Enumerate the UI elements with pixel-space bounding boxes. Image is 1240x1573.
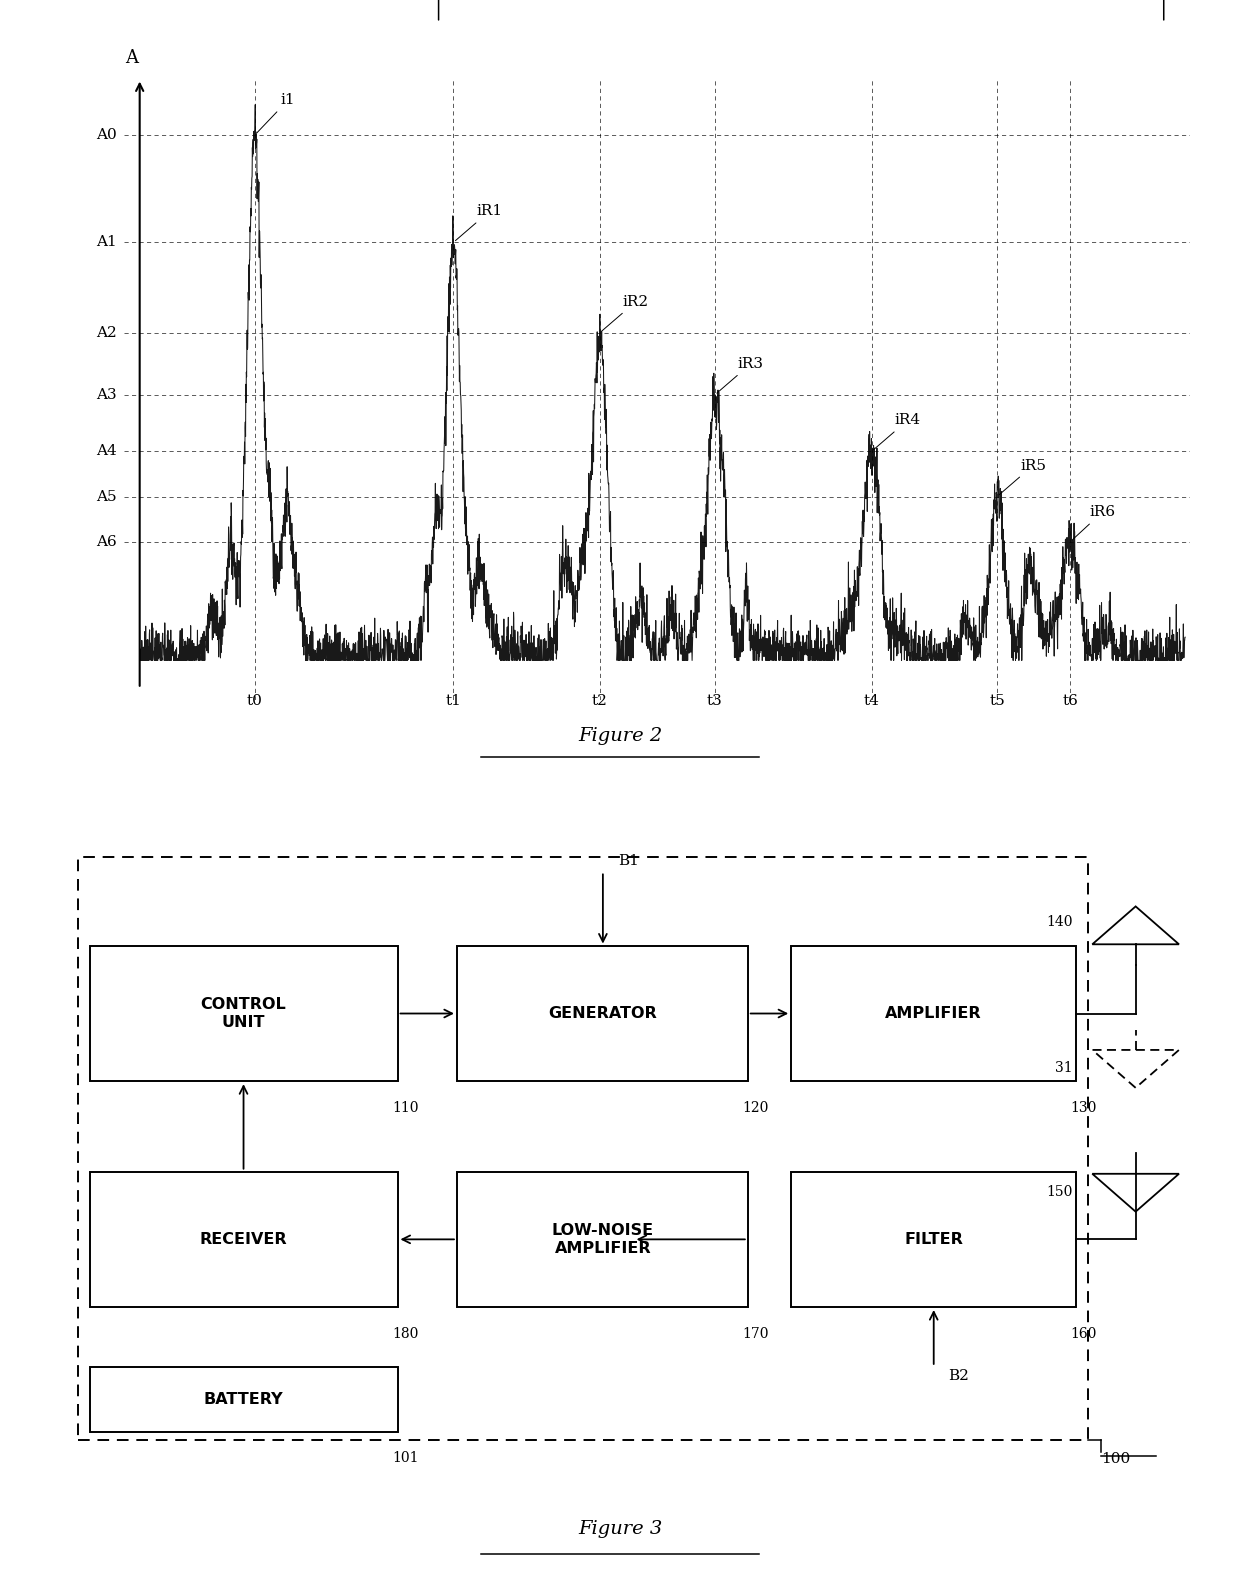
- Bar: [89, 945, 398, 1081]
- Text: A3: A3: [95, 389, 117, 403]
- Text: 120: 120: [743, 1101, 769, 1115]
- Text: 110: 110: [392, 1101, 418, 1115]
- Text: FILTER: FILTER: [904, 1232, 963, 1247]
- Text: A0: A0: [95, 127, 117, 142]
- Text: t5: t5: [990, 694, 1004, 708]
- Text: iR3: iR3: [717, 357, 764, 393]
- Text: iR6: iR6: [1073, 505, 1115, 540]
- Text: Figure 3: Figure 3: [578, 1520, 662, 1538]
- Text: 140: 140: [1047, 915, 1073, 930]
- Text: 31: 31: [1055, 1062, 1073, 1076]
- Bar: [458, 945, 749, 1081]
- Text: BATTERY: BATTERY: [203, 1392, 284, 1408]
- Bar: [458, 1172, 749, 1307]
- Text: t4: t4: [863, 694, 879, 708]
- Text: A2: A2: [95, 326, 117, 340]
- Text: 101: 101: [392, 1450, 418, 1464]
- Text: A5: A5: [95, 489, 117, 503]
- Text: LOW-NOISE
AMPLIFIER: LOW-NOISE AMPLIFIER: [552, 1222, 653, 1257]
- Text: 170: 170: [743, 1328, 769, 1342]
- Text: iR2: iR2: [601, 294, 649, 330]
- Text: A: A: [125, 49, 138, 68]
- Text: iR5: iR5: [999, 458, 1047, 495]
- Bar: [89, 1367, 398, 1433]
- Text: t6: t6: [1063, 694, 1078, 708]
- Text: 160: 160: [1070, 1328, 1097, 1342]
- Text: t0: t0: [247, 694, 263, 708]
- Text: iR4: iR4: [874, 414, 920, 450]
- Text: B2: B2: [949, 1370, 970, 1383]
- Text: t3: t3: [707, 694, 723, 708]
- Text: 130: 130: [1070, 1101, 1097, 1115]
- Text: AMPLIFIER: AMPLIFIER: [885, 1007, 982, 1021]
- Text: A1: A1: [95, 236, 117, 250]
- Text: RECEIVER: RECEIVER: [200, 1232, 288, 1247]
- Bar: [89, 1172, 398, 1307]
- Text: 150: 150: [1047, 1184, 1073, 1199]
- Text: GENERATOR: GENERATOR: [548, 1007, 657, 1021]
- Text: CONTROL
UNIT: CONTROL UNIT: [201, 997, 286, 1030]
- Text: A4: A4: [95, 445, 117, 458]
- Bar: [791, 1172, 1076, 1307]
- Text: i1: i1: [257, 93, 295, 134]
- Text: Figure 2: Figure 2: [578, 727, 662, 744]
- Text: A6: A6: [95, 535, 117, 549]
- Text: iR1: iR1: [455, 204, 502, 241]
- Text: 100: 100: [1101, 1452, 1131, 1466]
- Text: t2: t2: [591, 694, 608, 708]
- Text: B1: B1: [618, 854, 639, 868]
- Bar: [78, 857, 1087, 1439]
- Text: 180: 180: [392, 1328, 418, 1342]
- Text: t1: t1: [445, 694, 461, 708]
- Bar: [791, 945, 1076, 1081]
